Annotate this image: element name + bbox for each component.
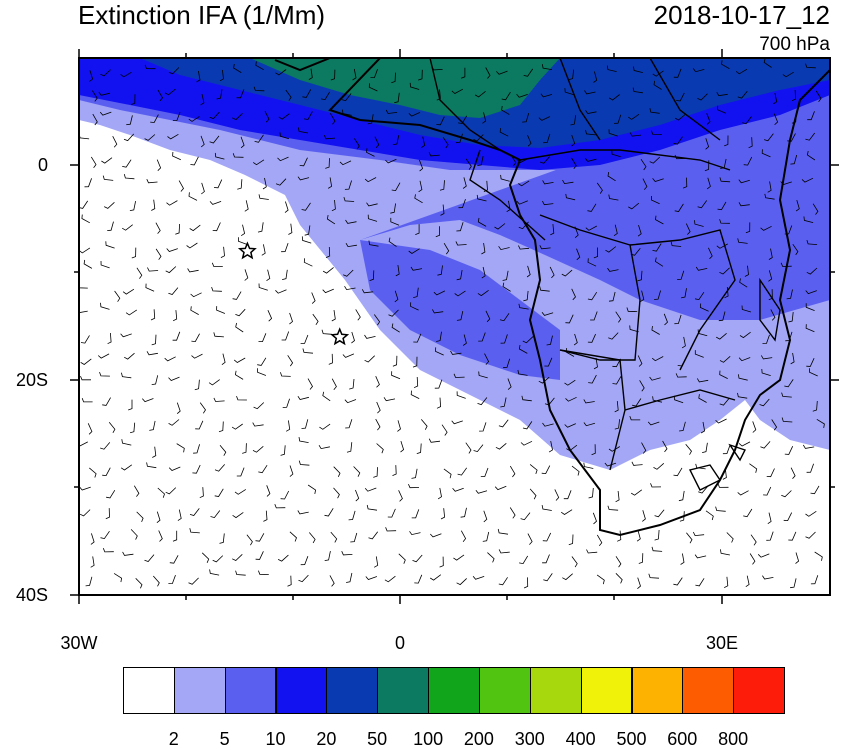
- colorbar-swatch-4: [275, 667, 328, 714]
- colorbar-label-600: 600: [667, 729, 698, 749]
- colorbar-swatch-5: [326, 667, 379, 714]
- colorbar-swatch-3: [224, 667, 277, 714]
- coastline: [274, 58, 830, 537]
- colorbar-label-300: 300: [514, 729, 545, 749]
- datetime-label: 2018-10-17_12: [653, 0, 830, 30]
- colorbar-label-500: 500: [616, 729, 647, 749]
- colorbar-label-10: 10: [265, 729, 286, 749]
- colorbar-swatch-11: [631, 667, 684, 714]
- colorbar-label-200: 200: [463, 729, 494, 749]
- colorbar-swatch-9: [529, 667, 582, 714]
- star-marker-1: [237, 241, 257, 260]
- star-marker-2: [330, 327, 350, 346]
- lat-label-40s: 40S: [15, 585, 48, 605]
- lon-label-30w: 30W: [60, 633, 98, 653]
- tick-marks: [70, 49, 839, 604]
- colorbar-label-5: 5: [219, 729, 230, 749]
- colorbar-label-400: 400: [565, 729, 596, 749]
- map-title: Extinction IFA (1/Mm): [78, 0, 326, 30]
- colorbar-label-100: 100: [413, 729, 444, 749]
- colorbar-swatch-2: [173, 667, 226, 714]
- colorbar-swatch-12: [682, 667, 735, 714]
- lon-label-30e: 30E: [705, 633, 739, 653]
- colorbar-swatch-7: [428, 667, 480, 714]
- colorbar-swatch-10: [580, 667, 633, 714]
- colorbar-swatch-8: [478, 667, 531, 714]
- aerosol-layer-50-100: [250, 58, 560, 118]
- colorbar-swatch-6: [377, 667, 429, 714]
- country-borders: [429, 58, 781, 491]
- colorbar-label-800: 800: [718, 729, 749, 749]
- colorbar-label-50: 50: [367, 729, 388, 749]
- colorbar-swatch-13: [733, 667, 785, 714]
- pressure-level-label: 700 hPa: [759, 34, 830, 55]
- lon-label-0: 0: [394, 633, 405, 653]
- colorbar-label-20: 20: [316, 729, 337, 749]
- lat-label-0: 0: [37, 155, 48, 175]
- plot-frame: [78, 57, 831, 596]
- colorbar-label-2: 2: [168, 729, 179, 749]
- lat-label-20s: 20S: [15, 370, 48, 390]
- colorbar-swatch-1: [123, 667, 175, 714]
